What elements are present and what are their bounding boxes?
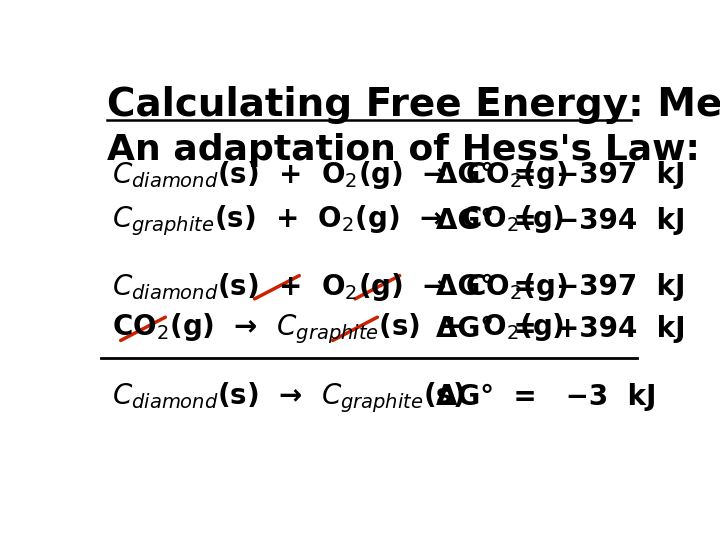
Text: ΔG°  =  −394  kJ: ΔG° = −394 kJ bbox=[436, 207, 685, 235]
Text: $C_{diamond}$(s)  +  O$_2$(g)  →  CO$_2$(g): $C_{diamond}$(s) + O$_2$(g) → CO$_2$(g) bbox=[112, 159, 568, 191]
Text: CO$_2$(g)  →  $C_{graphite}$(s)  +  O$_2$(g): CO$_2$(g) → $C_{graphite}$(s) + O$_2$(g) bbox=[112, 312, 564, 346]
Text: $C_{diamond}$(s)  +  O$_2$(g)  →  CO$_2$(g): $C_{diamond}$(s) + O$_2$(g) → CO$_2$(g) bbox=[112, 271, 568, 303]
Text: ΔG°  =  −397  kJ: ΔG° = −397 kJ bbox=[436, 273, 685, 301]
Text: ΔG°  =  +394  kJ: ΔG° = +394 kJ bbox=[436, 315, 685, 343]
Text: ΔG°  =   −3  kJ: ΔG° = −3 kJ bbox=[436, 383, 657, 411]
Text: $C_{diamond}$(s)  →  $C_{graphite}$(s): $C_{diamond}$(s) → $C_{graphite}$(s) bbox=[112, 380, 465, 415]
Text: Calculating Free Energy: Method #2: Calculating Free Energy: Method #2 bbox=[107, 85, 720, 124]
Text: $C_{graphite}$(s)  +  O$_2$(g)  →  CO$_2$(g): $C_{graphite}$(s) + O$_2$(g) → CO$_2$(g) bbox=[112, 204, 564, 238]
Text: ΔG°  =  −397  kJ: ΔG° = −397 kJ bbox=[436, 161, 685, 189]
Text: An adaptation of Hess's Law:: An adaptation of Hess's Law: bbox=[107, 133, 700, 167]
